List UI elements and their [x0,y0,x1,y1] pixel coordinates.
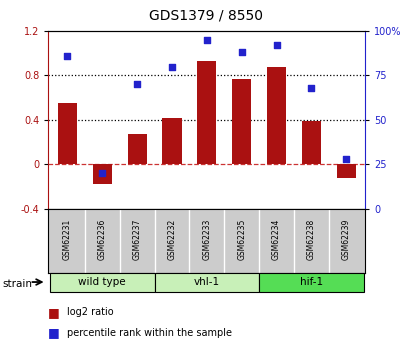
Point [238,50,245,55]
Bar [267,67,286,164]
Bar [197,61,216,164]
Text: ■: ■ [48,306,60,319]
Text: GSM62233: GSM62233 [202,218,211,260]
Bar [302,121,321,164]
Text: GSM62237: GSM62237 [133,218,142,260]
Text: GSM62239: GSM62239 [342,218,351,260]
Bar [155,273,259,292]
Text: percentile rank within the sample: percentile rank within the sample [67,328,232,338]
Point [308,85,315,91]
Bar [163,118,181,164]
Bar [337,164,356,178]
Bar [93,164,112,184]
Bar [58,103,77,164]
Text: GSM62232: GSM62232 [168,218,176,259]
Point [134,82,141,87]
Text: GDS1379 / 8550: GDS1379 / 8550 [149,9,263,23]
Bar [232,79,251,164]
Point [273,42,280,48]
Text: GSM62235: GSM62235 [237,218,246,260]
Text: GSM62236: GSM62236 [98,218,107,260]
Text: hif-1: hif-1 [300,277,323,287]
Text: wild type: wild type [79,277,126,287]
Bar [259,273,364,292]
Point [203,37,210,43]
Text: GSM62234: GSM62234 [272,218,281,260]
Text: strain: strain [2,279,32,288]
Point [169,64,176,69]
Text: vhl-1: vhl-1 [194,277,220,287]
Text: log2 ratio: log2 ratio [67,307,114,317]
Point [99,170,106,176]
Point [343,156,349,162]
Bar [128,134,147,164]
Text: ■: ■ [48,326,60,339]
Text: GSM62238: GSM62238 [307,218,316,259]
Point [64,53,71,59]
Text: GSM62231: GSM62231 [63,218,72,259]
Bar [50,273,155,292]
